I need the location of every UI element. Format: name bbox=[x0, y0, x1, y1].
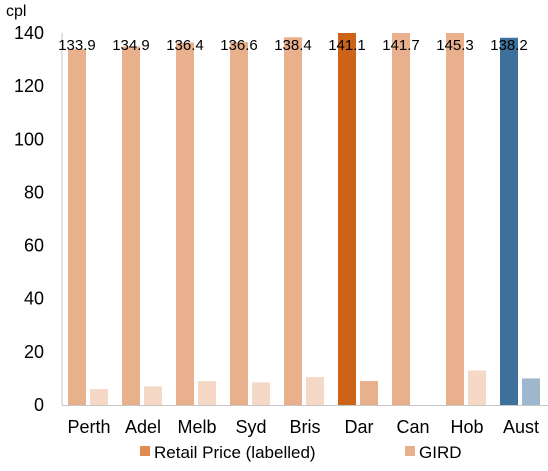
y-tick-label: 40 bbox=[24, 289, 44, 309]
data-label-retail-bris: 138.4 bbox=[274, 37, 312, 54]
y-axis-unit-label: cpl bbox=[6, 3, 26, 20]
bar-retail-syd bbox=[230, 42, 248, 405]
bar-gird-syd bbox=[252, 382, 270, 405]
legend-label-retail: Retail Price (labelled) bbox=[154, 443, 316, 462]
legend-swatch-gird bbox=[405, 446, 415, 456]
bar-gird-hob bbox=[468, 370, 486, 405]
x-tick-label: Bris bbox=[290, 417, 321, 437]
bar-retail-can bbox=[392, 33, 410, 405]
bar-retail-perth bbox=[68, 49, 86, 406]
x-tick-label: Adel bbox=[125, 417, 161, 437]
bar-gird-melb bbox=[198, 381, 216, 405]
bars bbox=[68, 33, 540, 406]
data-label-retail-dar: 141.1 bbox=[328, 37, 366, 54]
data-label-retail-hob: 145.3 bbox=[436, 37, 474, 54]
bar-retail-melb bbox=[176, 42, 194, 406]
data-label-retail-melb: 136.4 bbox=[166, 37, 204, 54]
bar-gird-bris bbox=[306, 377, 324, 405]
bar-gird-dar bbox=[360, 381, 378, 405]
y-tick-label: 140 bbox=[14, 23, 44, 43]
x-tick-label: Dar bbox=[344, 417, 373, 437]
bar-retail-bris bbox=[284, 37, 302, 405]
bar-gird-perth bbox=[90, 389, 108, 405]
y-tick-label: 120 bbox=[14, 76, 44, 96]
data-label-retail-adel: 134.9 bbox=[112, 37, 150, 54]
bar-retail-adel bbox=[122, 46, 140, 406]
y-axis-ticks: 0 20 40 60 80 100 120 140 bbox=[14, 23, 44, 415]
data-label-retail-can: 141.7 bbox=[382, 37, 420, 54]
data-label-retail-aust: 138.2 bbox=[490, 37, 528, 54]
x-tick-label: Perth bbox=[67, 417, 110, 437]
legend-label-gird: GIRD bbox=[419, 443, 462, 462]
bar-retail-hob bbox=[446, 33, 464, 405]
x-tick-label: Can bbox=[396, 417, 429, 437]
y-tick-label: 0 bbox=[34, 395, 44, 415]
y-tick-label: 100 bbox=[14, 129, 44, 149]
x-tick-label: Syd bbox=[235, 417, 266, 437]
data-label-retail-syd: 136.6 bbox=[220, 37, 258, 54]
data-label-retail-perth: 133.9 bbox=[58, 37, 96, 54]
bar-retail-aust bbox=[500, 37, 518, 405]
x-tick-label: Aust bbox=[503, 417, 539, 437]
category-labels: Perth Adel Melb Syd Bris Dar Can Hob Aust bbox=[67, 417, 539, 437]
legend-swatch-retail bbox=[140, 446, 150, 456]
data-labels: 133.9 134.9 136.4 136.6 138.4 141.1 141.7 145.3… bbox=[58, 37, 528, 54]
bar-gird-aust bbox=[522, 378, 540, 405]
bar-retail-dar bbox=[338, 33, 356, 405]
legend: Retail Price (labelled) GIRD bbox=[140, 443, 462, 462]
y-tick-label: 60 bbox=[24, 236, 44, 256]
y-tick-label: 80 bbox=[24, 182, 44, 202]
bar-gird-adel bbox=[144, 386, 162, 405]
x-tick-label: Melb bbox=[177, 417, 216, 437]
x-tick-label: Hob bbox=[450, 417, 483, 437]
y-tick-label: 20 bbox=[24, 342, 44, 362]
